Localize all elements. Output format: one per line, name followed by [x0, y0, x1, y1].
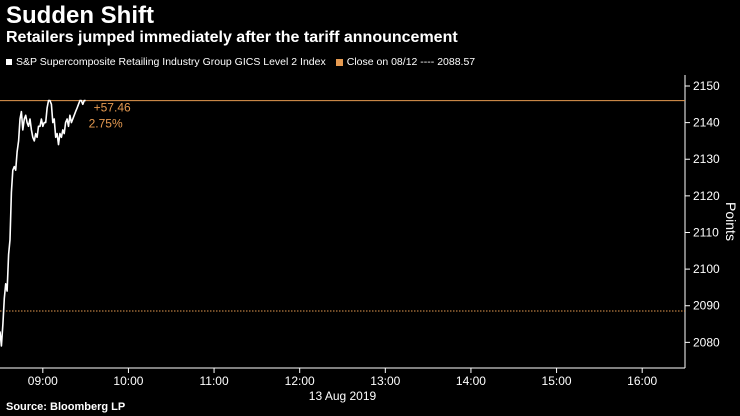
chart-title: Sudden Shift: [6, 2, 154, 29]
y-tick-label: 2090: [693, 299, 720, 313]
legend: S&P Supercomposite Retailing Industry Gr…: [6, 56, 475, 68]
chart-labels: 13 Aug 2019 Points +57.46 2.75%: [89, 101, 739, 403]
y-tick-label: 2120: [693, 189, 720, 203]
source-note: Source: Bloomberg LP: [6, 401, 126, 413]
x-tick-label: 15:00: [542, 374, 572, 388]
date-label: 13 Aug 2019: [309, 389, 377, 403]
y-axis-label: Points: [723, 202, 739, 241]
x-tick-label: 11:00: [199, 374, 228, 388]
y-tick-label: 2130: [693, 152, 720, 166]
x-tick-label: 16:00: [627, 374, 657, 388]
reference-lines: [0, 100, 685, 312]
legend-reference-label: Close on 08/12 ---- 2088.57: [346, 56, 476, 68]
y-tick-label: 2140: [693, 116, 720, 130]
x-tick-label: 10:00: [113, 374, 143, 388]
y-tick-label: 2100: [693, 262, 720, 276]
y-tick-label: 2110: [693, 225, 719, 239]
legend-series-label: S&P Supercomposite Retailing Industry Gr…: [16, 56, 326, 68]
series-line: [0, 99, 86, 347]
y-tick-label: 2080: [693, 335, 720, 349]
y-tick-label: 2150: [693, 79, 720, 93]
chart-axes: 2080 2090 2100 2110 2120 2130 2140 2150 09:00 10:…: [0, 75, 720, 388]
x-tick-label: 13:00: [370, 374, 400, 388]
legend-series-swatch: [6, 59, 12, 65]
percent-annotation: 2.75%: [89, 117, 123, 131]
x-tick-label: 09:00: [28, 374, 58, 388]
chart-subtitle: Retailers jumped immediately after the t…: [6, 29, 458, 46]
series-layer: [0, 99, 86, 347]
change-annotation: +57.46: [94, 101, 131, 115]
x-tick-label: 14:00: [456, 374, 486, 388]
x-tick-label: 12:00: [285, 374, 315, 388]
legend-reference-swatch: [335, 58, 343, 66]
